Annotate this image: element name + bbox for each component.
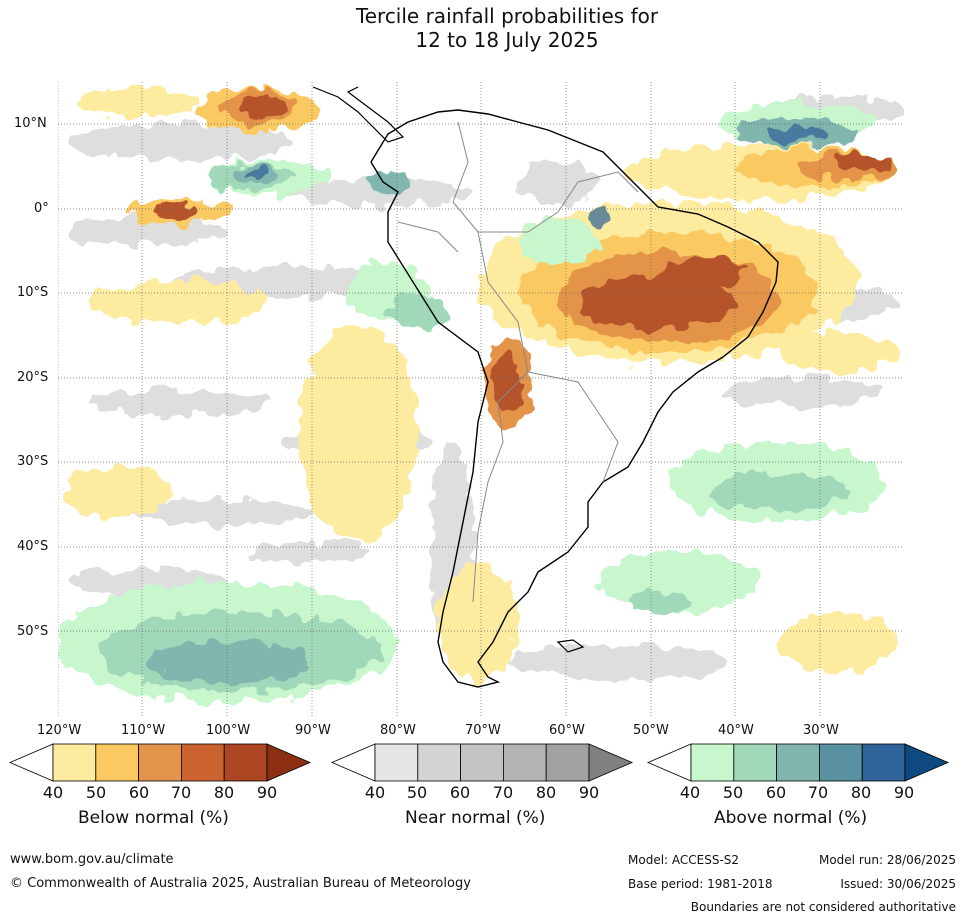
- lon-tick-80w: 80°W: [380, 723, 416, 738]
- legend-below-title: Below normal (%): [78, 808, 229, 828]
- legend-arrow-high: [266, 743, 312, 782]
- legend-arrow-low: [8, 743, 54, 782]
- legend-above-normal: [646, 743, 950, 782]
- legend-swatch: [180, 743, 225, 782]
- falkland-islands: [556, 639, 585, 653]
- lat-tick-20s: 20°S: [17, 370, 49, 385]
- legend-below-tick-70: 70: [170, 783, 192, 802]
- probability-fields: [58, 88, 904, 702]
- lat-tick-50s: 50°S: [17, 624, 49, 639]
- graticule: [58, 82, 904, 716]
- legend-arrow-low: [646, 743, 692, 782]
- legend-below-normal: [8, 743, 312, 782]
- central-america-coastline: [312, 86, 405, 143]
- lon-tick-30w: 30°W: [803, 723, 839, 738]
- legend-above-tick-40: 40: [679, 783, 701, 802]
- lon-tick-120w: 120°W: [37, 723, 82, 738]
- legend-near-tick-70: 70: [492, 783, 514, 802]
- legend-colorbars: [8, 743, 950, 782]
- legend-swatch: [819, 743, 863, 782]
- legend-swatch: [861, 743, 906, 782]
- legend-swatch: [690, 743, 735, 782]
- legend-swatch: [374, 743, 419, 782]
- legend-near-tick-60: 60: [449, 783, 471, 802]
- legend-near-tick-50: 50: [406, 783, 428, 802]
- legend-near-normal: [330, 743, 634, 782]
- south-america-coastline: [370, 109, 779, 688]
- country-borders: [397, 121, 639, 603]
- legend-arrow-high: [588, 743, 634, 782]
- legend-swatch: [138, 743, 182, 782]
- legend-swatch: [460, 743, 504, 782]
- legend-swatch: [776, 743, 820, 782]
- legend-swatch: [733, 743, 777, 782]
- lat-tick-40s: 40°S: [17, 539, 49, 554]
- footer-copyright: © Commonwealth of Australia 2025, Austra…: [10, 876, 471, 891]
- footer-url: www.bom.gov.au/climate: [10, 852, 174, 867]
- lon-tick-100w: 100°W: [206, 723, 251, 738]
- lon-tick-110w: 110°W: [121, 723, 166, 738]
- footer-disclaimer: Boundaries are not considered authoritat…: [690, 900, 956, 914]
- legend-below-tick-40: 40: [42, 783, 64, 802]
- lon-tick-70w: 70°W: [465, 723, 501, 738]
- legend-swatch: [223, 743, 268, 782]
- legend-near-tick-80: 80: [535, 783, 557, 802]
- footer-model: Model: ACCESS-S2: [628, 853, 740, 867]
- legend-arrow-low: [330, 743, 376, 782]
- legend-near-tick-90: 90: [578, 783, 600, 802]
- legend-above-tick-90: 90: [893, 783, 915, 802]
- legend-below-tick-60: 60: [128, 783, 150, 802]
- lat-tick-10s: 10°S: [17, 285, 49, 300]
- legend-swatch: [502, 743, 547, 782]
- footer-base-period: Base period: 1981-2018: [628, 877, 773, 891]
- legend-below-tick-80: 80: [213, 783, 235, 802]
- legend-arrow-high: [904, 743, 950, 782]
- lat-tick-10n: 10°N: [14, 116, 47, 131]
- lon-tick-90w: 90°W: [295, 723, 331, 738]
- legend-above-tick-70: 70: [807, 783, 829, 802]
- legend-swatch: [417, 743, 461, 782]
- lon-tick-60w: 60°W: [549, 723, 585, 738]
- map-title: Tercile rainfall probabilities for 12 to…: [0, 4, 965, 52]
- footer-model-run: Model run: 28/06/2025: [818, 853, 956, 867]
- legend-above-tick-50: 50: [722, 783, 744, 802]
- lon-tick-50w: 50°W: [633, 723, 669, 738]
- lat-tick-30s: 30°S: [17, 454, 49, 469]
- legend-swatch: [545, 743, 590, 782]
- legend-below-tick-90: 90: [256, 783, 278, 802]
- legend-near-title: Near normal (%): [405, 808, 546, 828]
- legend-above-title: Above normal (%): [714, 808, 868, 828]
- legend-above-tick-80: 80: [850, 783, 872, 802]
- lat-tick-0: 0°: [34, 201, 49, 216]
- legend-above-tick-60: 60: [765, 783, 787, 802]
- legend-near-tick-40: 40: [364, 783, 386, 802]
- title-line-1: Tercile rainfall probabilities for: [355, 4, 659, 28]
- legend-swatch: [95, 743, 140, 782]
- legend-swatch: [52, 743, 97, 782]
- legend-below-tick-50: 50: [85, 783, 107, 802]
- lon-tick-40w: 40°W: [718, 723, 754, 738]
- title-line-2: 12 to 18 July 2025: [415, 28, 599, 52]
- footer-issued: Issued: 30/06/2025: [840, 877, 956, 891]
- probability-map: [58, 82, 904, 716]
